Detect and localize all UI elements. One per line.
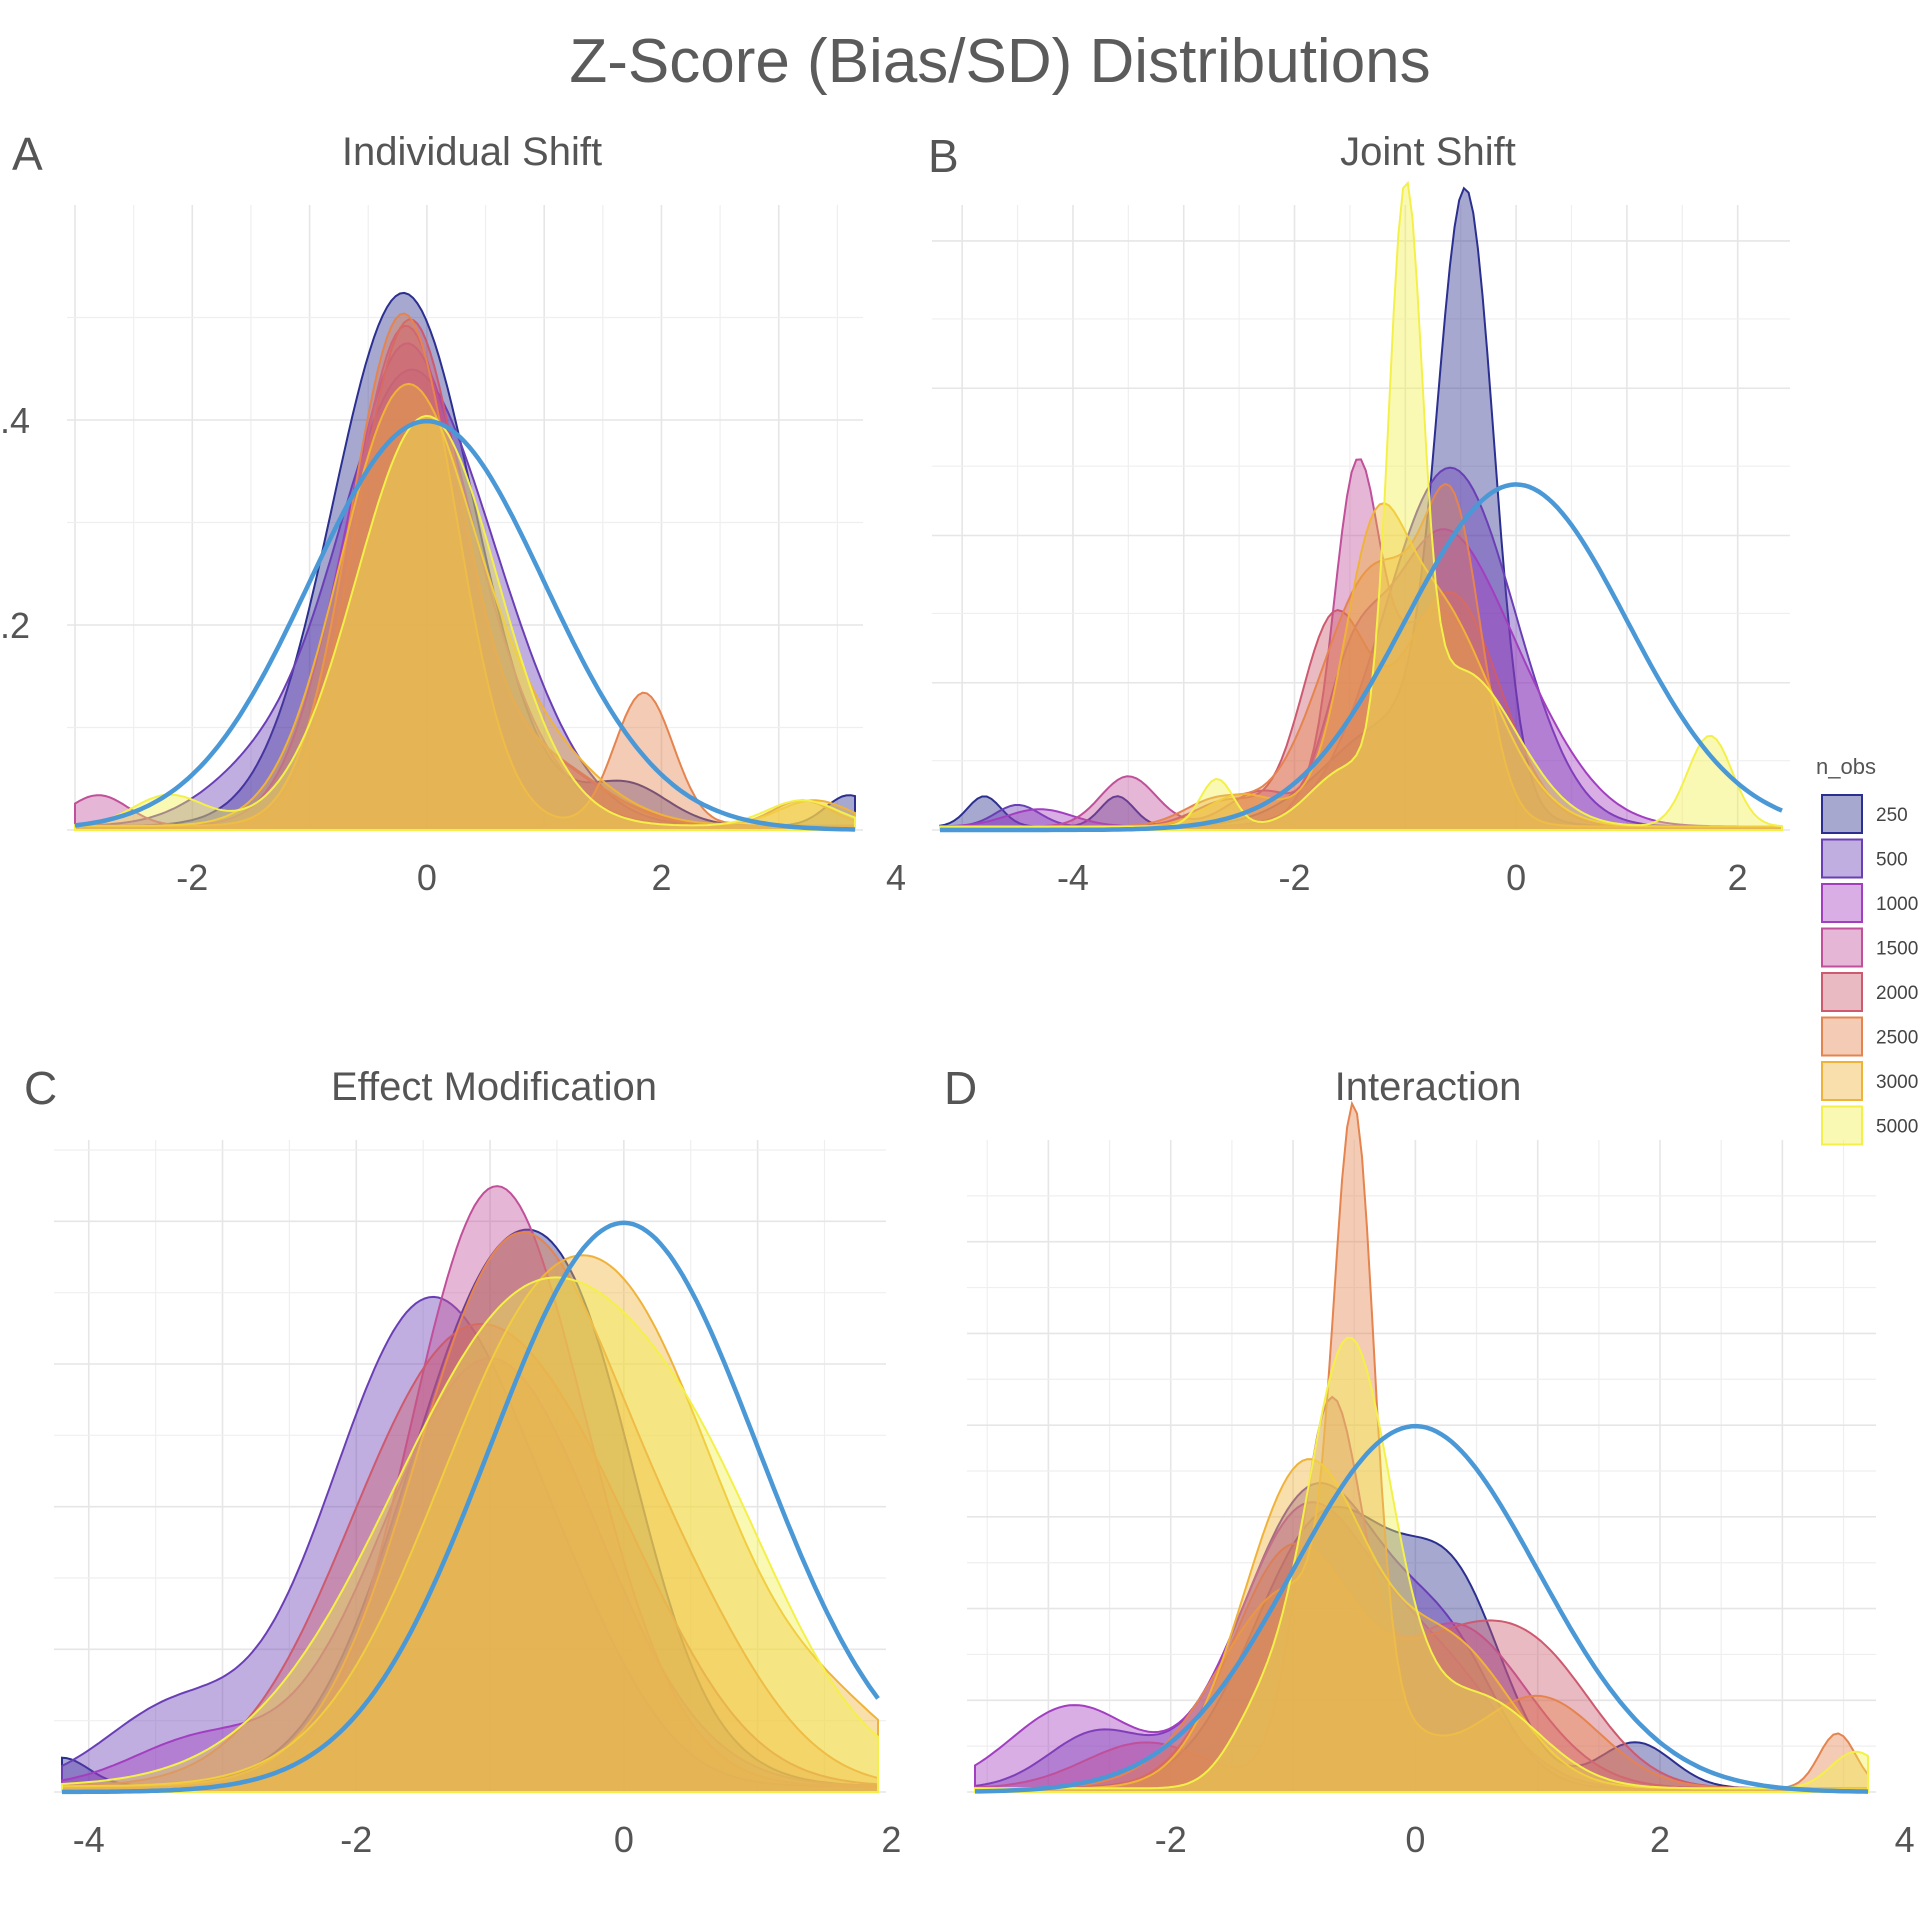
panel-d-x-tick: 4 [1895,1819,1915,1860]
panel-c-x-tick: 2 [881,1819,901,1860]
legend-key-1000 [1821,883,1863,923]
panel-c-x-tick: 0 [614,1819,634,1860]
panel-c-density-500 [61,1295,879,1793]
panel-c-density-1500 [61,1185,879,1793]
panel-b-normal-curve [940,482,1783,833]
panel-c-density-1000 [61,1357,879,1793]
legend-key-2500 [1821,1016,1863,1057]
panel-b-x-tick: 2 [1728,857,1748,898]
panel-a-y-tick: .2 [0,605,30,646]
panel-d-density-5000 [974,1336,1869,1793]
legend-key-3000 [1821,1061,1863,1101]
legend-key-5000 [1821,1105,1863,1146]
panel-a-grid [67,205,863,831]
panel-a-x-tick: 0 [417,857,437,898]
panel-d-x-tick: 2 [1650,1819,1670,1860]
figure-title: Z-Score (Bias/SD) Distributions [569,27,1430,96]
panel-a-tag: A [12,128,43,180]
panel-a-density-5000 [74,414,856,831]
panel-c-density-2000 [61,1323,879,1793]
panel-a-x-tick: 4 [886,857,906,898]
panel-d-normal-curve [975,1423,1869,1794]
panel-a-normal-curve [74,418,856,832]
legend-label-250: 250 [1876,805,1908,826]
panel-b-x-tick: -4 [1057,857,1089,898]
panel-a-x-tick: -2 [176,857,208,898]
panel-b-density-5000 [939,180,1783,831]
panel-d-tag: D [944,1062,977,1114]
panel-c-x-tick: -4 [73,1819,105,1860]
panel-d: D Interaction -2 0 2 4 [944,1062,1915,1860]
panel-a-title: Individual Shift [342,130,602,174]
legend-label-2500: 2500 [1876,1028,1918,1049]
panel-b: B Joint Shift -4 -2 0 2 [928,130,1790,898]
legend-key-1500 [1821,927,1863,968]
panel-c-normal-curve [62,1220,880,1795]
panel-c-density-2500 [61,1231,879,1793]
legend: n_obs 250 500 1000 1500 2000 2500 3000 5000 [1816,754,1918,1146]
panel-c-density-3000 [61,1254,879,1793]
panel-c-title: Effect Modification [331,1065,657,1109]
legend-label-3000: 3000 [1876,1072,1918,1093]
legend-label-2000: 2000 [1876,983,1918,1004]
panel-d-x-tick: 0 [1405,1819,1425,1860]
panel-b-tag: B [928,130,959,182]
panel-d-x-tick: -2 [1155,1819,1187,1860]
legend-title: n_obs [1816,754,1876,779]
panel-c-tag: C [24,1062,57,1114]
legend-key-2000 [1821,972,1863,1012]
panel-b-grid [932,205,1790,831]
panel-a-y-tick: .4 [0,400,30,441]
panel-c-x-tick: -2 [340,1819,372,1860]
panel-c-density-5000 [61,1276,879,1793]
panel-a: A Individual Shift -2 0 2 4 .2 .4 [0,128,906,898]
legend-label-1000: 1000 [1876,894,1918,915]
panel-b-x-tick: 0 [1506,857,1526,898]
legend-label-1500: 1500 [1876,939,1918,960]
panel-c: C Effect Modification -4 -2 0 2 [24,1062,901,1860]
legend-label-500: 500 [1876,850,1908,871]
panel-d-title: Interaction [1335,1065,1522,1109]
legend-key-250 [1821,794,1863,834]
legend-label-5000: 5000 [1876,1117,1918,1138]
legend-key-500 [1821,838,1863,879]
panel-b-title: Joint Shift [1340,130,1516,174]
panel-a-x-tick: 2 [651,857,671,898]
panel-b-x-tick: -2 [1279,857,1311,898]
